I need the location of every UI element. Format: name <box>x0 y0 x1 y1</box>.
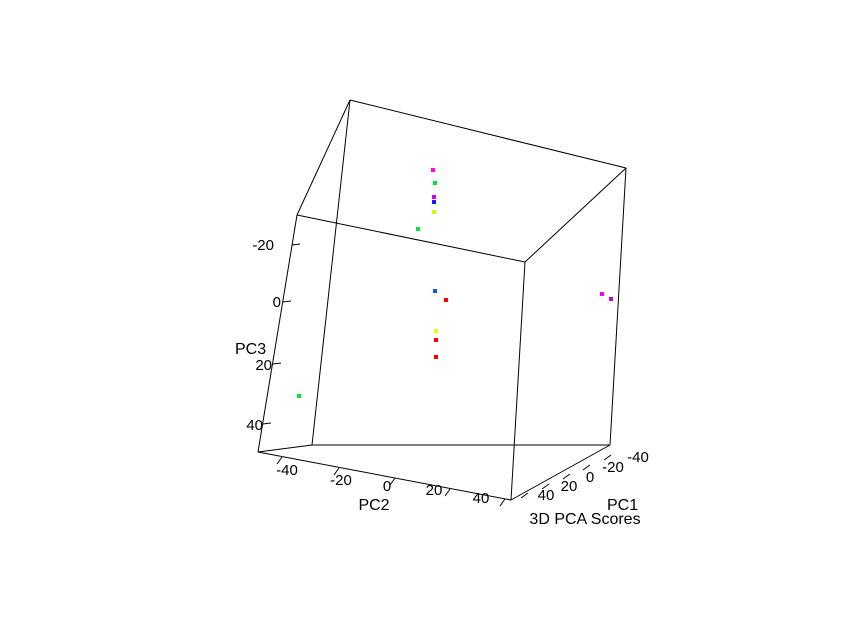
pc3-tick-mark-1 <box>282 300 292 303</box>
pc3-tick-label-1: 0 <box>273 294 281 311</box>
pc3-axis-label: PC3 <box>235 341 266 358</box>
pc3-axis: -20 0 20 40 PC3 <box>235 237 301 434</box>
pc1-tick-label-4: -40 <box>627 449 649 466</box>
scatter-point[interactable] <box>434 329 438 333</box>
pc2-tick-label-1: -20 <box>330 472 352 489</box>
pc2-tick-label-0: -40 <box>276 462 298 479</box>
pc3-tick-mark-3 <box>262 422 272 425</box>
pc3-axis-line <box>257 214 298 453</box>
pc2-tick-label-2: 0 <box>383 478 391 495</box>
pc2-axis: -40 -20 0 20 40 PC2 <box>276 456 506 514</box>
pc1-tick-mark-3 <box>582 464 591 471</box>
pc3-tick-label-0: -20 <box>252 237 274 254</box>
box-vertical-edge-left <box>311 99 351 446</box>
scatter-point[interactable] <box>297 394 301 398</box>
pc2-tick-mark-0 <box>276 456 283 465</box>
scatter-point[interactable] <box>444 298 448 302</box>
box-vertical-edge-center <box>510 261 526 501</box>
box-bottom-edge-right <box>510 444 611 501</box>
pc2-tick-label-3: 20 <box>426 482 443 499</box>
pc2-tick-mark-2 <box>389 477 396 486</box>
scatter-point[interactable] <box>416 227 420 231</box>
pc1-tick-mark-4 <box>603 454 612 461</box>
pc1-axis: 40 20 0 -20 -40 PC1 <box>520 449 649 514</box>
pc3-tick-mark-2 <box>272 362 282 365</box>
pc1-tick-label-1: 20 <box>561 478 578 495</box>
pc3-tick-label-2: 20 <box>255 357 272 374</box>
scatter-point[interactable] <box>431 168 435 172</box>
box-vertical-edge-right <box>609 167 627 446</box>
box-bottom-edge-front <box>257 451 512 501</box>
scatter-point[interactable] <box>432 195 436 199</box>
scatter-point[interactable] <box>434 355 438 359</box>
pc1-tick-label-0: 40 <box>538 487 555 504</box>
scatter-point[interactable] <box>432 200 436 204</box>
chart-title: 3D PCA Scores <box>529 511 640 528</box>
pc3-tick-mark-0 <box>291 243 301 246</box>
pc2-axis-label: PC2 <box>358 497 389 514</box>
scatter-point[interactable] <box>432 210 436 214</box>
box-top-edge-front-left <box>296 99 351 216</box>
scatter-point[interactable] <box>609 297 613 301</box>
scatter-points-layer[interactable] <box>297 168 613 398</box>
axes-box-wireframe <box>257 99 627 501</box>
pc2-tick-mark-4 <box>499 498 506 507</box>
pc1-tick-mark-0 <box>520 492 529 499</box>
scatter-point[interactable] <box>600 292 604 296</box>
pc1-tick-mark-1 <box>541 483 550 490</box>
pc2-tick-mark-1 <box>333 467 340 476</box>
scatter-point[interactable] <box>433 289 437 293</box>
pc1-tick-label-2: 0 <box>586 469 594 486</box>
box-top-edge-back-left <box>349 99 627 169</box>
box-top-edge-back-right <box>524 167 627 263</box>
scatter-point[interactable] <box>434 338 438 342</box>
box-top-edge-front-right <box>296 214 526 263</box>
pc2-tick-label-4: 40 <box>473 490 490 507</box>
scatter-point[interactable] <box>433 181 437 185</box>
pc3-tick-label-3: 40 <box>246 417 263 434</box>
pc1-axis-label: PC1 <box>607 497 638 514</box>
pc1-tick-mark-2 <box>562 473 571 480</box>
pc2-tick-mark-3 <box>444 488 451 497</box>
pc1-tick-label-3: -20 <box>602 459 624 476</box>
box-edge-left-lower <box>257 444 313 453</box>
